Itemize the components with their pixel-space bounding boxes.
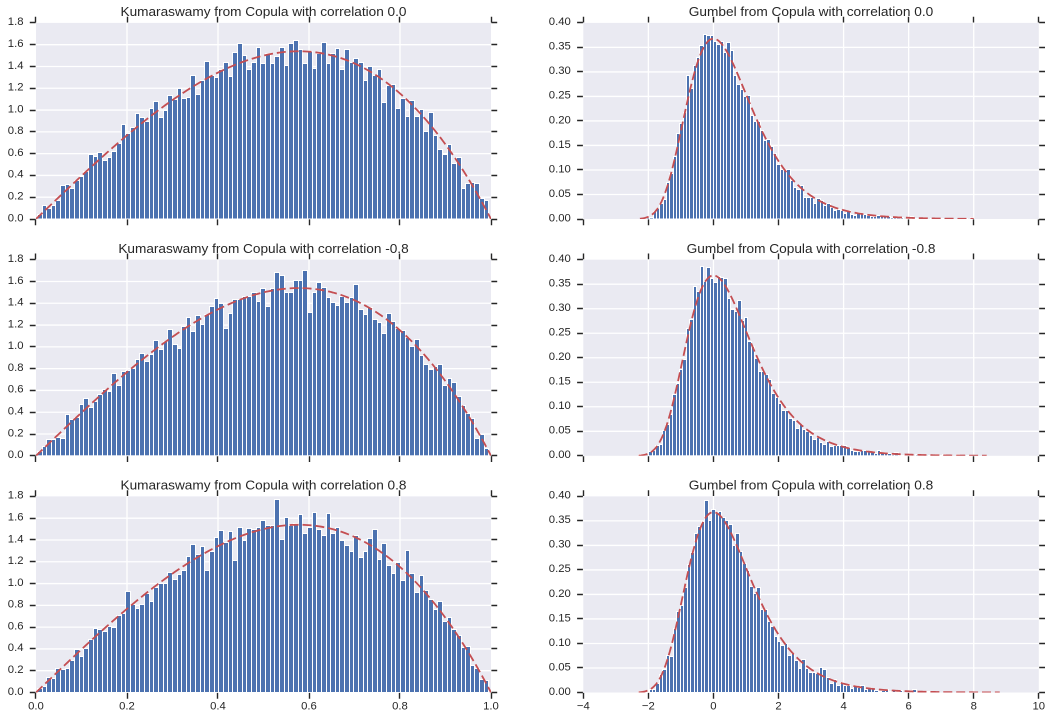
svg-text:0.30: 0.30	[549, 302, 571, 314]
svg-text:0.4: 0.4	[8, 406, 24, 418]
svg-text:Kumaraswamy from Copula with c: Kumaraswamy from Copula with correlation…	[121, 479, 407, 493]
svg-text:1.6: 1.6	[8, 275, 24, 287]
svg-text:1.2: 1.2	[8, 555, 24, 567]
svg-text:0.0: 0.0	[8, 212, 24, 224]
svg-text:0.35: 0.35	[549, 278, 571, 290]
svg-text:0.00: 0.00	[549, 686, 571, 698]
svg-text:1.6: 1.6	[8, 511, 24, 523]
svg-text:1.8: 1.8	[8, 253, 24, 265]
svg-text:0.4: 0.4	[8, 642, 24, 654]
svg-text:0.2: 0.2	[8, 427, 24, 439]
svg-text:10: 10	[1033, 701, 1046, 713]
svg-text:Gumbel from Copula with correl: Gumbel from Copula with correlation -0.8	[687, 242, 936, 256]
svg-text:Gumbel from Copula with correl: Gumbel from Copula with correlation 0.0	[689, 5, 933, 19]
svg-text:0.35: 0.35	[549, 41, 571, 53]
svg-text:1.4: 1.4	[8, 297, 24, 309]
svg-text:0.2: 0.2	[8, 664, 24, 676]
svg-text:0.8: 0.8	[8, 362, 24, 374]
svg-text:0.4: 0.4	[8, 169, 24, 181]
svg-text:0: 0	[710, 701, 716, 713]
svg-text:0.20: 0.20	[549, 588, 571, 600]
svg-text:0.0: 0.0	[8, 686, 24, 698]
svg-text:0.0: 0.0	[28, 701, 44, 713]
svg-text:1.0: 1.0	[8, 103, 24, 115]
svg-text:8: 8	[971, 701, 977, 713]
svg-text:0.05: 0.05	[549, 425, 571, 437]
svg-text:1.0: 1.0	[483, 701, 499, 713]
svg-text:−2: −2	[642, 701, 655, 713]
svg-text:0.6: 0.6	[8, 384, 24, 396]
svg-text:0.25: 0.25	[549, 327, 571, 339]
svg-text:0.6: 0.6	[301, 701, 317, 713]
svg-text:0.10: 0.10	[549, 163, 571, 175]
svg-text:0.15: 0.15	[549, 139, 571, 151]
svg-text:2: 2	[775, 701, 781, 713]
svg-text:1.8: 1.8	[8, 490, 24, 502]
svg-text:−4: −4	[577, 701, 590, 713]
svg-text:1.2: 1.2	[8, 318, 24, 330]
svg-text:0.8: 0.8	[8, 125, 24, 137]
svg-text:0.35: 0.35	[549, 514, 571, 526]
svg-text:0.15: 0.15	[549, 612, 571, 624]
svg-text:0.30: 0.30	[549, 65, 571, 77]
svg-text:Kumaraswamy from Copula with c: Kumaraswamy from Copula with correlation…	[121, 5, 407, 19]
svg-text:0.40: 0.40	[549, 490, 571, 502]
svg-text:0.2: 0.2	[8, 191, 24, 203]
svg-text:1.0: 1.0	[8, 340, 24, 352]
svg-text:0.8: 0.8	[8, 599, 24, 611]
svg-text:1.0: 1.0	[8, 577, 24, 589]
svg-text:0.4: 0.4	[210, 701, 226, 713]
svg-text:0.8: 0.8	[392, 701, 408, 713]
svg-text:0.20: 0.20	[549, 351, 571, 363]
svg-text:0.20: 0.20	[549, 114, 571, 126]
svg-text:0.40: 0.40	[549, 16, 571, 28]
svg-text:6: 6	[906, 701, 912, 713]
svg-text:0.25: 0.25	[549, 90, 571, 102]
svg-text:1.4: 1.4	[8, 60, 24, 72]
svg-text:0.05: 0.05	[549, 661, 571, 673]
svg-text:0.00: 0.00	[549, 449, 571, 461]
svg-text:1.6: 1.6	[8, 38, 24, 50]
svg-text:1.8: 1.8	[8, 16, 24, 28]
svg-text:0.0: 0.0	[8, 449, 24, 461]
svg-text:1.2: 1.2	[8, 82, 24, 94]
svg-text:0.10: 0.10	[549, 637, 571, 649]
svg-text:0.30: 0.30	[549, 539, 571, 551]
svg-text:0.2: 0.2	[119, 701, 135, 713]
svg-text:0.00: 0.00	[549, 212, 571, 224]
svg-text:4: 4	[840, 701, 846, 713]
svg-text:0.05: 0.05	[549, 188, 571, 200]
svg-text:0.6: 0.6	[8, 147, 24, 159]
svg-text:0.10: 0.10	[549, 400, 571, 412]
svg-text:Kumaraswamy from Copula with c: Kumaraswamy from Copula with correlation…	[118, 242, 408, 256]
svg-text:0.15: 0.15	[549, 376, 571, 388]
svg-text:1.4: 1.4	[8, 533, 24, 545]
svg-text:0.25: 0.25	[549, 563, 571, 575]
svg-text:Gumbel from Copula with correl: Gumbel from Copula with correlation 0.8	[689, 479, 933, 493]
svg-text:0.6: 0.6	[8, 620, 24, 632]
svg-text:0.40: 0.40	[549, 253, 571, 265]
